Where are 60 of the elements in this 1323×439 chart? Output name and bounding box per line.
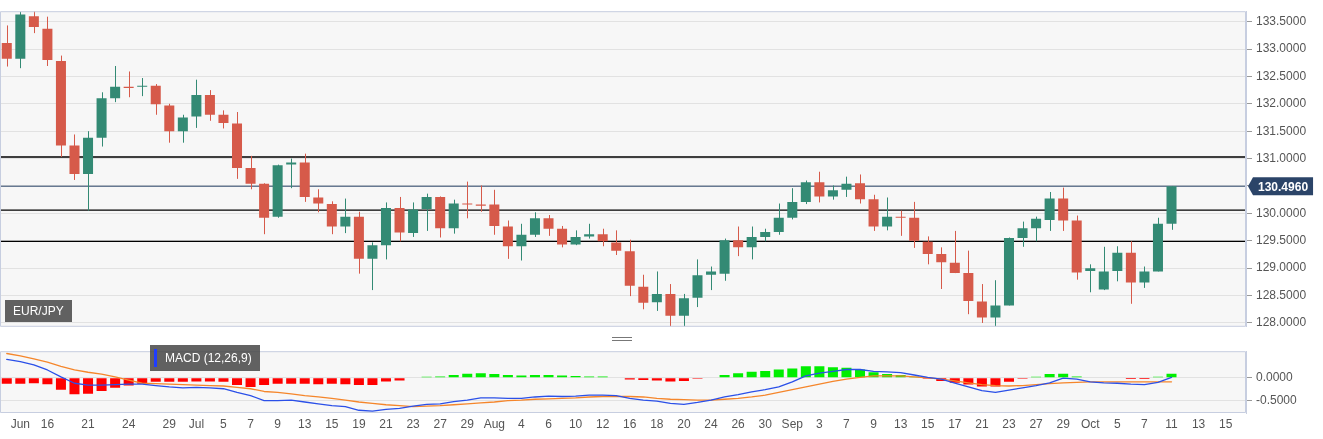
y-tick-label: -0.5000	[1256, 392, 1298, 407]
x-tick-label: 16	[623, 416, 637, 431]
x-tick-label: 10	[568, 416, 583, 431]
x-tick-label: Aug	[483, 416, 506, 431]
y-tick-label: 128.5000	[1256, 287, 1307, 302]
x-tick-label: 21	[81, 416, 96, 431]
x-tick-label: Jun	[10, 416, 30, 431]
x-tick-label: 4	[518, 416, 526, 431]
x-tick-label: 27	[433, 416, 448, 431]
x-tick-label: 13	[298, 416, 312, 431]
x-tick-label: 30	[758, 416, 773, 431]
y-tick-label: 131.0000	[1256, 150, 1307, 165]
x-tick-label: 7	[843, 416, 851, 431]
x-tick-label: 27	[1029, 416, 1044, 431]
x-tick-label: 23	[406, 416, 421, 431]
x-tick-label: 19	[352, 416, 366, 431]
y-tick-label: 129.5000	[1256, 233, 1307, 248]
y-tick-label: 130.0000	[1256, 205, 1307, 220]
x-tick-label: 15	[325, 416, 339, 431]
y-tick-label: 133.0000	[1256, 41, 1307, 56]
y-tick-label: 132.0000	[1256, 96, 1307, 111]
x-tick-label: 9	[870, 416, 878, 431]
x-tick-label: 12	[596, 416, 610, 431]
text: EUR/JPY	[13, 304, 64, 318]
x-tick-label: 11	[1165, 416, 1179, 431]
x-tick-label: 15	[921, 416, 935, 431]
x-tick-label: 23	[1002, 416, 1016, 431]
x-tick-label: 29	[162, 416, 177, 431]
x-tick-label: 5	[220, 416, 228, 431]
x-tick-label: 17	[948, 416, 962, 431]
x-tick-label: 3	[816, 416, 824, 431]
ref-line-label: 130.4960	[1258, 179, 1309, 194]
x-tick-label: 18	[650, 416, 664, 431]
x-tick-label: 9	[274, 416, 282, 431]
x-tick-label: 21	[975, 416, 989, 431]
x-tick-label: 24	[121, 416, 136, 431]
y-tick-label: 132.5000	[1256, 68, 1307, 83]
x-tick-label: 26	[731, 416, 746, 431]
x-tick-label: Oct	[1080, 416, 1101, 431]
x-tick-label: 13	[893, 416, 908, 431]
x-tick-label: 7	[1141, 416, 1149, 431]
x-tick-label: 6	[545, 416, 553, 431]
x-tick-label: 29	[460, 416, 475, 431]
y-tick-label: 128.0000	[1256, 315, 1307, 330]
x-tick-label: 24	[704, 416, 719, 431]
x-tick-label: 13	[1191, 416, 1206, 431]
x-tick-label: Jul	[188, 416, 205, 431]
x-tick-label: 7	[247, 416, 255, 431]
x-tick-label: 29	[1056, 416, 1071, 431]
y-tick-label: 131.5000	[1256, 123, 1307, 138]
y-tick-label: 0.0000	[1256, 370, 1294, 385]
y-tick-label: 129.0000	[1256, 260, 1307, 275]
x-tick-label: Sep	[781, 416, 804, 431]
x-tick-label: 16	[40, 416, 55, 431]
x-tick-label: 20	[677, 416, 691, 431]
chart-title: MACD (12,26,9)	[165, 351, 252, 365]
x-tick-label: 15	[1219, 416, 1233, 431]
y-tick-label: 133.5000	[1256, 13, 1307, 28]
x-tick-label: 5	[1113, 416, 1121, 431]
x-tick-label: 21	[379, 416, 393, 431]
